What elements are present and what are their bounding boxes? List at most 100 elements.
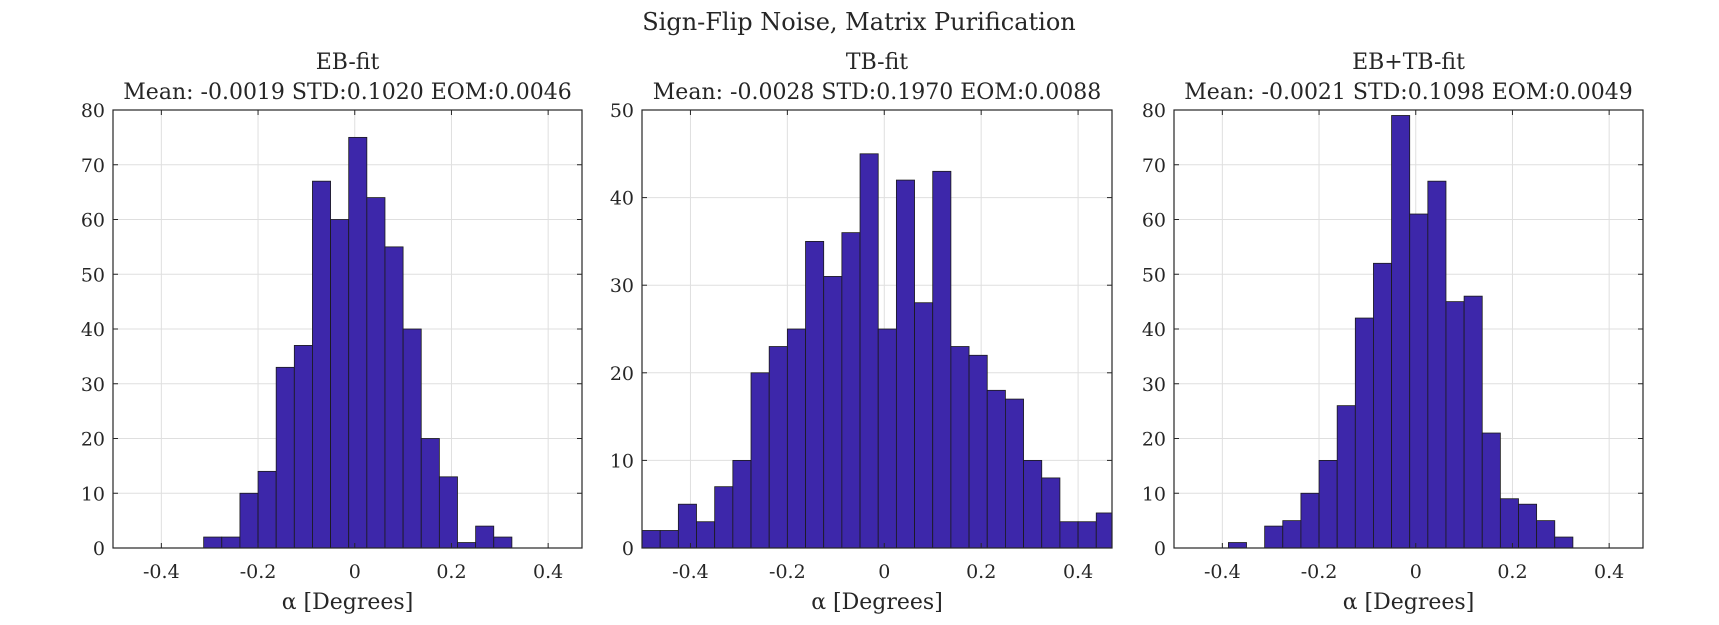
- y-tick-label: 10: [610, 450, 634, 472]
- x-axis-label: α [Degrees]: [1343, 590, 1475, 615]
- x-tick-label: 0.4: [533, 561, 563, 583]
- histogram-bar: [1518, 503, 1538, 549]
- histogram-bar: [659, 530, 679, 549]
- histogram-bar: [1536, 520, 1556, 549]
- histogram-bar: [293, 345, 313, 549]
- x-tick-label: 0.4: [1063, 561, 1093, 583]
- x-tick-label: 0.2: [436, 561, 466, 583]
- histogram-bar: [475, 525, 495, 549]
- histogram-bar: [932, 170, 952, 549]
- histogram-bar: [1499, 498, 1519, 549]
- histogram-bar: [732, 459, 752, 549]
- y-tick-label: 20: [610, 363, 634, 385]
- histogram-bar: [1427, 180, 1447, 549]
- histogram-panel-3: EB+TB-fit Mean: -0.0021 STD:0.1098 EOM:0.…: [1142, 50, 1644, 615]
- histogram-bar: [275, 366, 295, 549]
- y-tick-label: 30: [81, 374, 105, 396]
- histogram-bar: [1264, 525, 1284, 549]
- histogram-bar: [420, 438, 440, 549]
- histogram-bar: [366, 197, 386, 549]
- y-tick-label: 80: [1142, 100, 1166, 122]
- y-tick-label: 60: [81, 210, 105, 232]
- histogram-bar: [221, 536, 241, 549]
- histogram-bar: [1354, 317, 1374, 549]
- y-tick-label: 40: [1142, 319, 1166, 341]
- histogram-bar: [1300, 492, 1320, 549]
- histogram-bar: [750, 372, 770, 549]
- histogram-bar: [203, 536, 223, 549]
- histogram-bar: [1059, 521, 1079, 549]
- histogram-bar: [1463, 295, 1483, 549]
- histogram-panels: EB-fit Mean: -0.0019 STD:0.1020 EOM:0.004…: [81, 50, 1644, 615]
- histogram-bar: [1391, 115, 1411, 549]
- x-tick-label: 0: [349, 561, 361, 583]
- panel-stats-subtitle: Mean: -0.0019 STD:0.1020 EOM:0.0046: [123, 80, 571, 105]
- histogram-bar: [1041, 477, 1061, 549]
- x-tick-label: -0.2: [240, 561, 277, 583]
- histogram-bar: [1445, 301, 1465, 549]
- y-tick-label: 50: [1142, 264, 1166, 286]
- x-tick-label: 0: [1410, 561, 1422, 583]
- panel-stats-subtitle: Mean: -0.0028 STD:0.1970 EOM:0.0088: [653, 80, 1101, 105]
- histogram-bar: [1095, 512, 1113, 549]
- x-tick-label: 0: [878, 561, 890, 583]
- histogram-bar: [493, 536, 513, 549]
- x-tick-label: -0.2: [1301, 561, 1338, 583]
- histogram-bar: [1554, 536, 1574, 549]
- histogram-bar: [986, 389, 1006, 549]
- x-tick-label: 0.2: [966, 561, 996, 583]
- y-tick-label: 0: [1154, 538, 1166, 560]
- histogram-bar: [1227, 542, 1247, 549]
- histogram-bar: [786, 328, 806, 549]
- histogram-bar: [805, 240, 825, 549]
- histogram-bar: [895, 179, 915, 549]
- histogram-bar: [1481, 432, 1501, 549]
- y-tick-label: 80: [81, 100, 105, 122]
- histogram-bar: [768, 346, 788, 549]
- y-tick-label: 40: [610, 188, 634, 210]
- histogram-bar: [402, 328, 422, 549]
- histogram-panel-1: EB-fit Mean: -0.0019 STD:0.1020 EOM:0.004…: [81, 50, 583, 615]
- y-tick-label: 30: [610, 275, 634, 297]
- y-tick-label: 10: [81, 483, 105, 505]
- y-tick-label: 30: [1142, 374, 1166, 396]
- histogram-bar: [257, 470, 277, 549]
- histogram-bar: [914, 302, 934, 549]
- x-tick-label: -0.4: [1204, 561, 1241, 583]
- y-tick-label: 40: [81, 319, 105, 341]
- histogram-bar: [1282, 520, 1302, 549]
- y-tick-label: 70: [1142, 155, 1166, 177]
- histogram-panel-2: TB-fit Mean: -0.0028 STD:0.1970 EOM:0.008…: [610, 50, 1113, 615]
- histogram-bar: [841, 232, 861, 549]
- panel-stats-subtitle: Mean: -0.0021 STD:0.1098 EOM:0.0049: [1184, 80, 1632, 105]
- histogram-bar: [312, 180, 331, 549]
- histogram-bar: [823, 276, 843, 549]
- histogram-bar: [859, 153, 879, 549]
- x-tick-label: -0.4: [143, 561, 180, 583]
- histogram-bar: [677, 503, 697, 549]
- x-axis-label: α [Degrees]: [282, 590, 414, 615]
- histogram-bar: [1336, 405, 1356, 549]
- y-tick-label: 10: [1142, 483, 1166, 505]
- x-tick-label: -0.4: [672, 561, 709, 583]
- x-axis-label: α [Degrees]: [811, 590, 943, 615]
- y-tick-label: 50: [81, 264, 105, 286]
- histogram-bar: [696, 521, 716, 549]
- y-tick-label: 0: [622, 538, 634, 560]
- histogram-bar: [457, 542, 477, 549]
- x-tick-label: 0.2: [1497, 561, 1527, 583]
- histogram-bar: [950, 346, 970, 549]
- x-tick-label: -0.2: [769, 561, 806, 583]
- y-tick-label: 20: [1142, 429, 1166, 451]
- axes-frame: [641, 109, 1113, 549]
- histogram-bar: [1318, 459, 1338, 549]
- x-tick-label: 0.4: [1594, 561, 1624, 583]
- histogram-bar: [384, 246, 404, 549]
- histogram-bar: [1373, 262, 1392, 549]
- histogram-bar: [641, 530, 661, 549]
- histogram-bar: [1005, 398, 1024, 549]
- histogram-bar: [1409, 213, 1429, 549]
- histogram-bar: [239, 492, 259, 549]
- y-tick-label: 60: [1142, 210, 1166, 232]
